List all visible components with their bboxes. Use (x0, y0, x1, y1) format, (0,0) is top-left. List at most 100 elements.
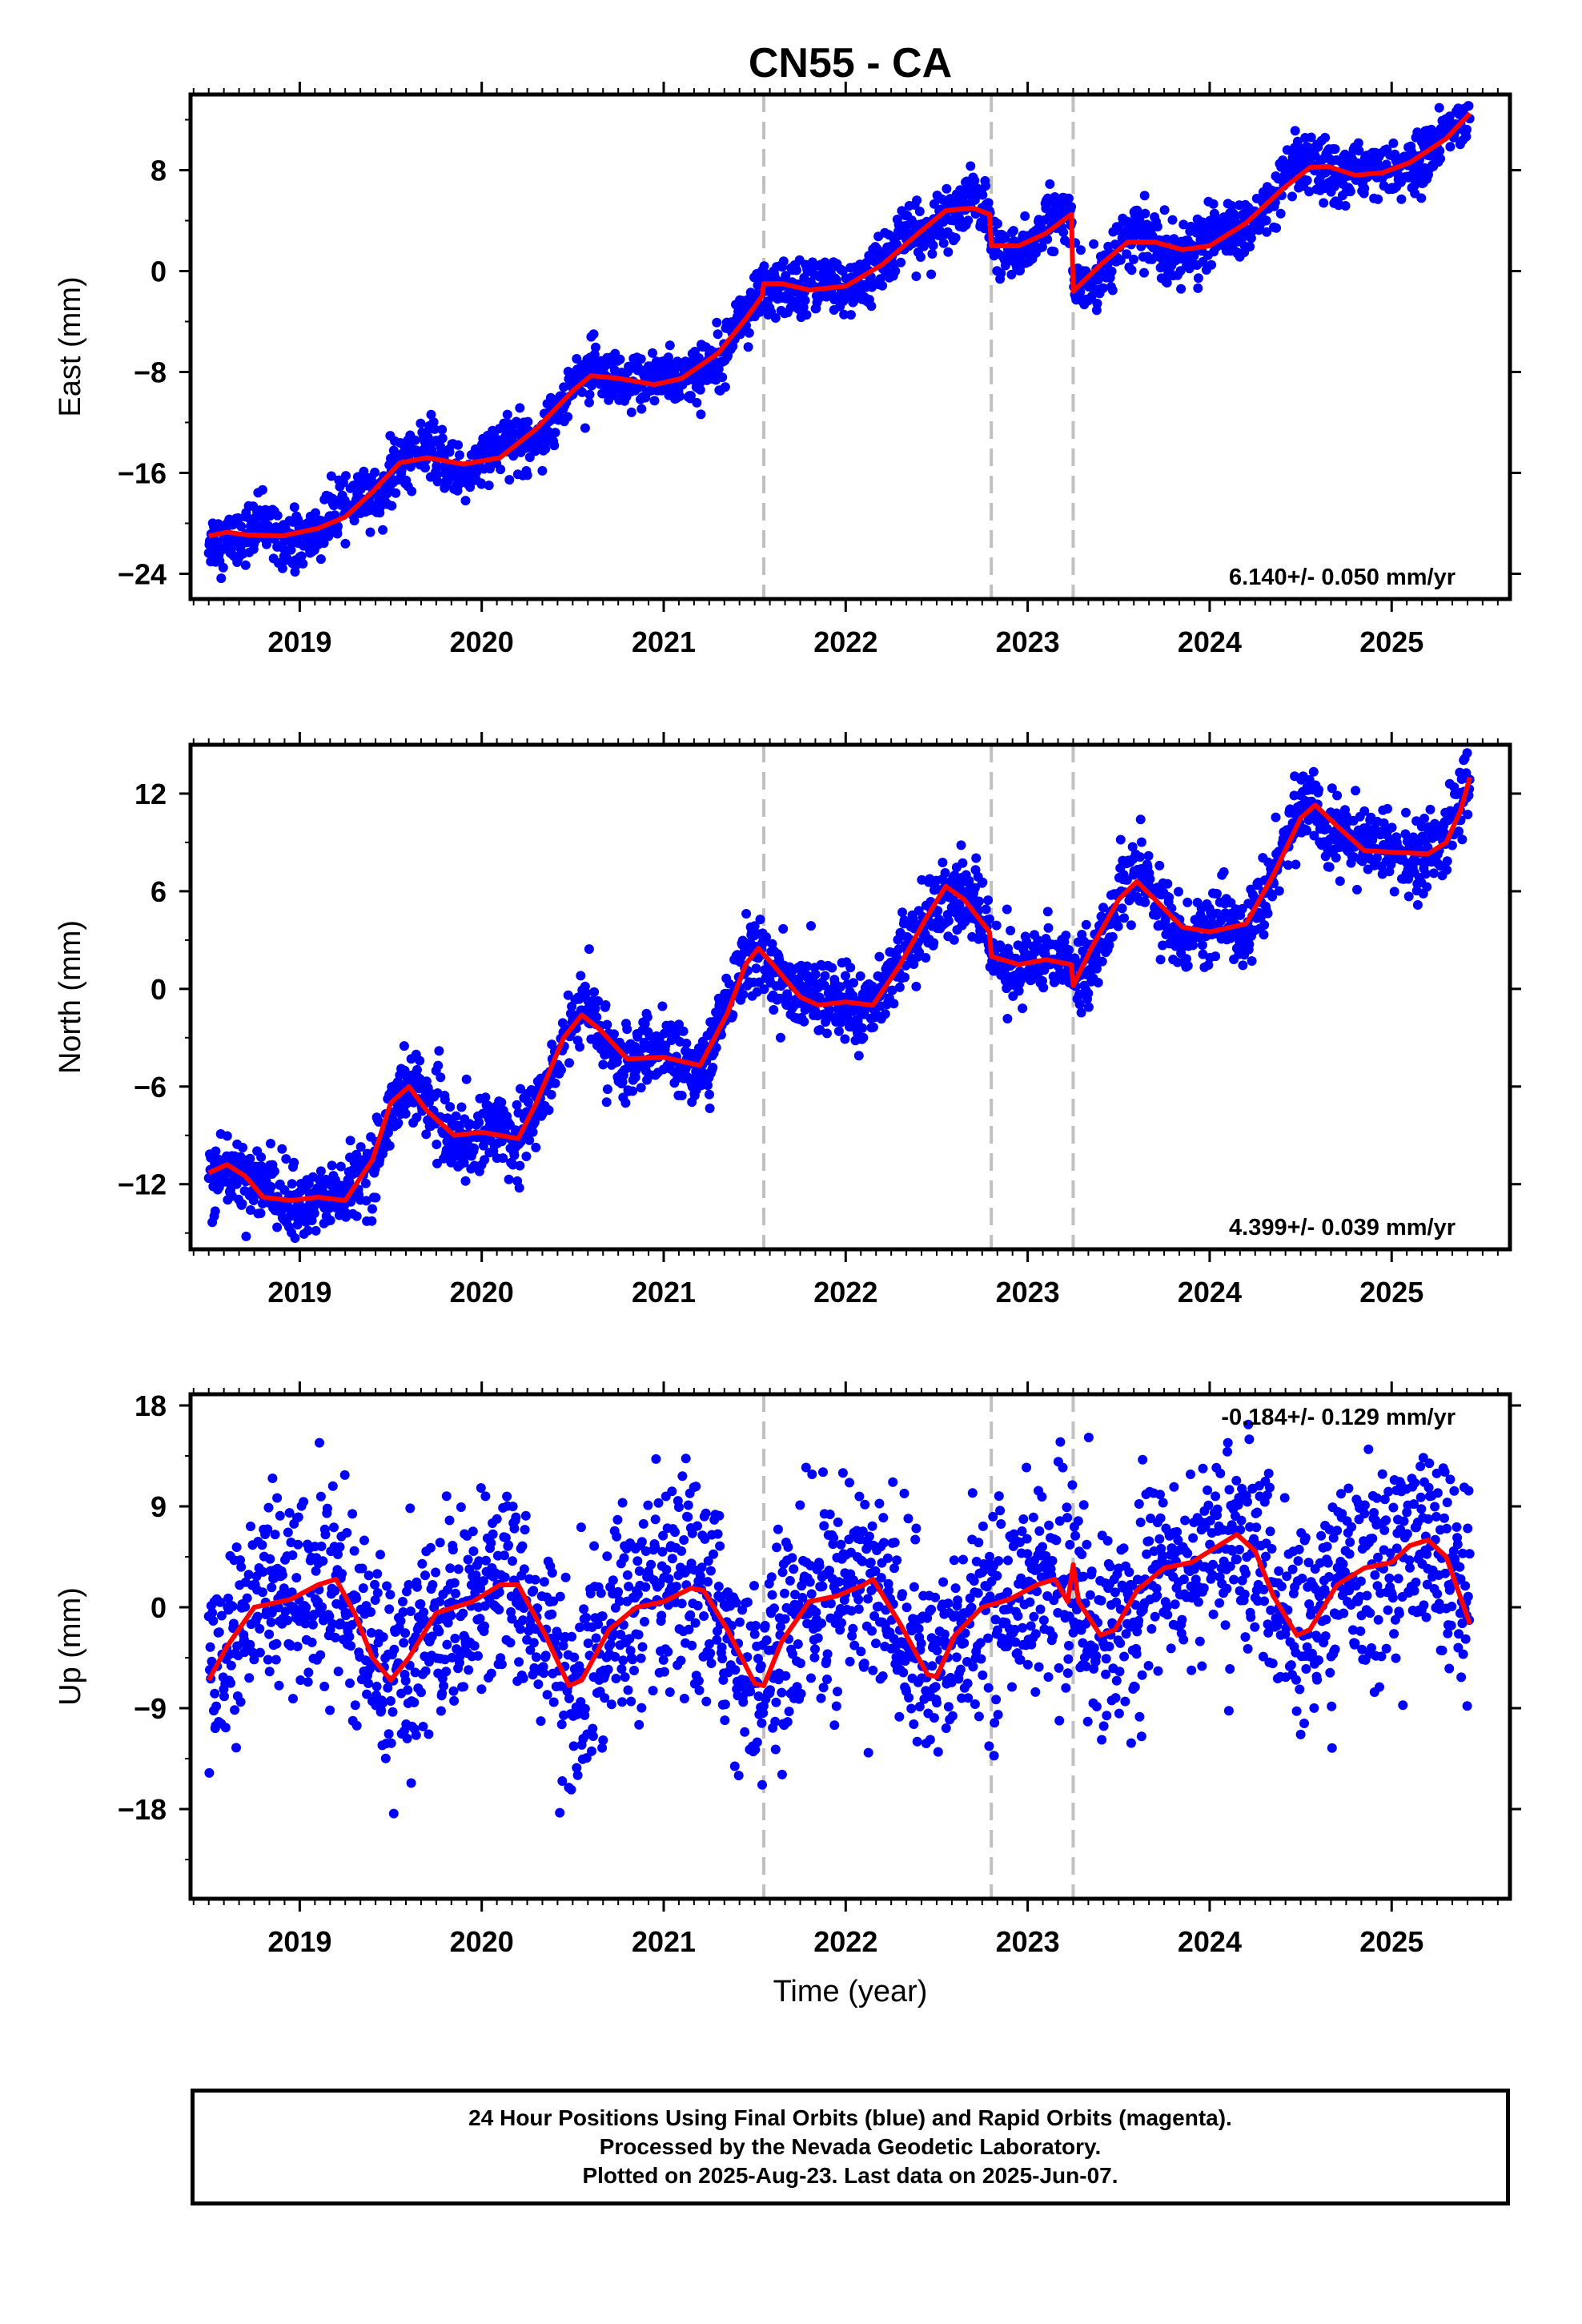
data-point (559, 382, 569, 392)
data-point (628, 1086, 638, 1096)
data-point (1291, 859, 1301, 870)
x-tick-label: 2020 (450, 625, 514, 658)
data-point (333, 521, 343, 532)
data-point (841, 971, 850, 981)
data-point (351, 1211, 362, 1221)
data-point (208, 1616, 219, 1626)
data-point (1081, 919, 1091, 930)
data-point (550, 1078, 560, 1088)
x-tick-label: 2022 (813, 625, 877, 658)
data-point (1464, 101, 1474, 111)
data-point (272, 510, 283, 521)
data-points (203, 101, 1475, 584)
data-point (1388, 138, 1399, 148)
data-point (840, 1034, 850, 1044)
data-point (993, 219, 1002, 229)
data-point (755, 915, 765, 925)
data-point (677, 1091, 687, 1100)
data-point (1119, 913, 1130, 923)
data-point (1211, 951, 1221, 962)
data-point (1176, 283, 1186, 294)
data-point (298, 558, 308, 569)
data-point (600, 1000, 611, 1010)
data-point (598, 1059, 608, 1070)
data-point (889, 999, 899, 1009)
data-point (1107, 931, 1118, 942)
data-point (204, 1767, 215, 1778)
data-point (1162, 879, 1173, 889)
data-point (1352, 884, 1362, 895)
data-point (1113, 921, 1123, 931)
data-point (504, 1174, 514, 1184)
data-point (407, 486, 417, 497)
data-point (717, 372, 728, 383)
data-points (203, 1419, 1475, 1819)
data-point (602, 1084, 612, 1095)
data-point (370, 467, 380, 477)
data-point (1373, 194, 1383, 204)
x-tick-label: 2025 (1359, 1276, 1423, 1309)
data-point (556, 1065, 566, 1075)
data-point (648, 348, 657, 358)
data-point (365, 527, 375, 537)
data-point (444, 447, 455, 457)
data-point (1314, 785, 1323, 795)
data-point (1042, 907, 1053, 917)
data-point (708, 1063, 718, 1072)
data-point (1139, 191, 1150, 201)
data-point (921, 953, 931, 963)
data-point (1152, 222, 1162, 231)
data-point (437, 433, 448, 444)
data-point (1106, 266, 1117, 276)
data-point (1271, 812, 1281, 822)
data-point (1462, 748, 1472, 758)
data-point (615, 354, 625, 364)
y-tick-label: −8 (134, 356, 167, 389)
data-point (1143, 850, 1154, 861)
data-point (692, 397, 702, 408)
data-point (230, 1705, 240, 1715)
data-point (461, 1074, 472, 1084)
data-point (1207, 259, 1217, 270)
data-point (289, 1157, 299, 1168)
x-tick-label: 2023 (996, 625, 1060, 658)
data-point (1126, 920, 1136, 931)
data-point (642, 1012, 652, 1023)
data-point (460, 1176, 471, 1186)
data-point (1193, 273, 1203, 283)
data-point (712, 317, 722, 328)
velocity-annotation: 4.399+/- 0.039 mm/yr (1229, 1215, 1456, 1240)
data-point (455, 450, 464, 460)
data-point (522, 470, 532, 480)
data-point (1330, 144, 1340, 155)
data-point (770, 313, 781, 323)
data-point (1045, 179, 1055, 189)
data-point (1331, 853, 1341, 862)
data-point (956, 840, 966, 850)
data-point (1442, 856, 1452, 866)
data-point (874, 951, 885, 962)
data-point (290, 567, 300, 577)
data-point (290, 1233, 300, 1243)
data-point (1396, 194, 1407, 204)
data-point (636, 354, 646, 364)
data-point (1049, 247, 1059, 257)
data-point (1435, 154, 1445, 164)
data-point (609, 1029, 619, 1039)
data-point (243, 1570, 254, 1580)
data-point (738, 989, 749, 999)
data-point (451, 1111, 461, 1121)
data-point (1136, 837, 1146, 847)
data-point (256, 1152, 267, 1162)
data-point (289, 502, 299, 513)
data-point (1135, 814, 1146, 825)
data-point (845, 963, 856, 973)
data-point (1064, 945, 1074, 955)
data-point (1066, 202, 1077, 212)
data-point (1038, 983, 1049, 993)
data-point (1002, 904, 1012, 915)
data-point (429, 424, 440, 434)
data-point (378, 525, 388, 535)
data-point (391, 488, 401, 498)
data-point (341, 471, 351, 481)
